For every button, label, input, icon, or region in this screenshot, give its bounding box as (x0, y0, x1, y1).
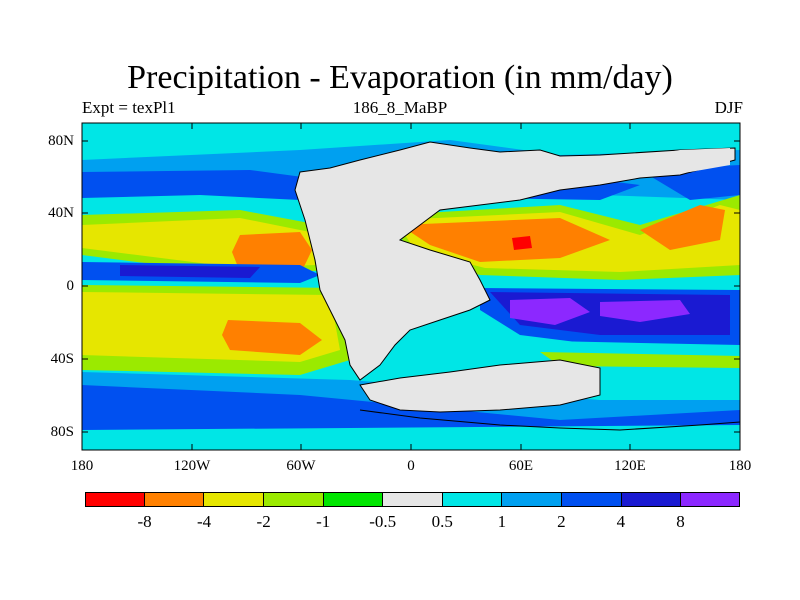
lat-label-40n: 40N (48, 205, 74, 221)
lat-label-0: 0 (66, 278, 75, 294)
colorbar-label: 4 (616, 512, 626, 531)
colorbar-swatch (621, 492, 682, 507)
period-label: 186_8_MaBP (352, 98, 448, 117)
land-south (359, 359, 601, 413)
colorbar-swatch (562, 492, 622, 507)
field-asia-red (512, 236, 532, 250)
lat-label-40s: 40S (50, 351, 74, 367)
colorbar-label: -1 (316, 512, 331, 531)
field-indian-violet-2 (600, 300, 690, 322)
field-atlantic-orange (232, 232, 312, 275)
chart-title: Precipitation - Evaporation (in mm/day) (127, 59, 673, 96)
lon-label-180e: 180 (728, 458, 752, 474)
colorbar-swatch (204, 492, 264, 507)
colorbar-label: -4 (196, 512, 212, 531)
colorbar-label: -2 (256, 512, 271, 531)
colorbar-swatch (681, 492, 741, 507)
colorbar-swatch (85, 492, 145, 507)
colorbar-swatch (144, 492, 205, 507)
colorbar-label: 8 (676, 512, 685, 531)
field-indian-violet (510, 298, 590, 325)
land-pangea (294, 141, 736, 381)
colorbar-swatch (442, 492, 503, 507)
colorbar-label: 0.5 (431, 512, 453, 531)
field-north-strong (82, 170, 310, 200)
field-equator-indigo (120, 265, 260, 278)
season-label: DJF (714, 98, 743, 117)
lon-label-0: 0 (407, 458, 415, 474)
map-fields (82, 123, 740, 450)
land-antarctic-edge (359, 409, 740, 431)
field-east-orange (640, 205, 725, 250)
colorbar-label: 2 (557, 512, 566, 531)
lon-label-180w: 180 (70, 458, 94, 474)
field-south-indian-green (540, 352, 740, 368)
colorbar-label: -0.5 (369, 512, 397, 531)
colorbar (85, 492, 741, 507)
lon-label-120w: 120W (173, 458, 211, 474)
lon-label-120e: 120E (614, 458, 646, 474)
colorbar-swatch (502, 492, 563, 507)
land-northeast (620, 148, 730, 175)
field-asia-orange (400, 218, 610, 262)
colorbar-swatch (263, 492, 324, 507)
field-south-orange (222, 320, 322, 355)
tick-marks (82, 123, 740, 450)
lon-label-60w: 60W (286, 458, 316, 474)
field-southern-cyan (82, 425, 740, 450)
colorbar-swatch (383, 492, 443, 507)
colorbar-label: -8 (137, 512, 152, 531)
lat-label-80s: 80S (50, 424, 74, 440)
experiment-label: Expt = texPl1 (82, 98, 176, 117)
colorbar-label: 1 (497, 512, 507, 531)
lat-label-80n: 80N (48, 133, 74, 149)
colorbar-swatch (323, 492, 384, 507)
lon-label-60e: 60E (508, 458, 534, 474)
